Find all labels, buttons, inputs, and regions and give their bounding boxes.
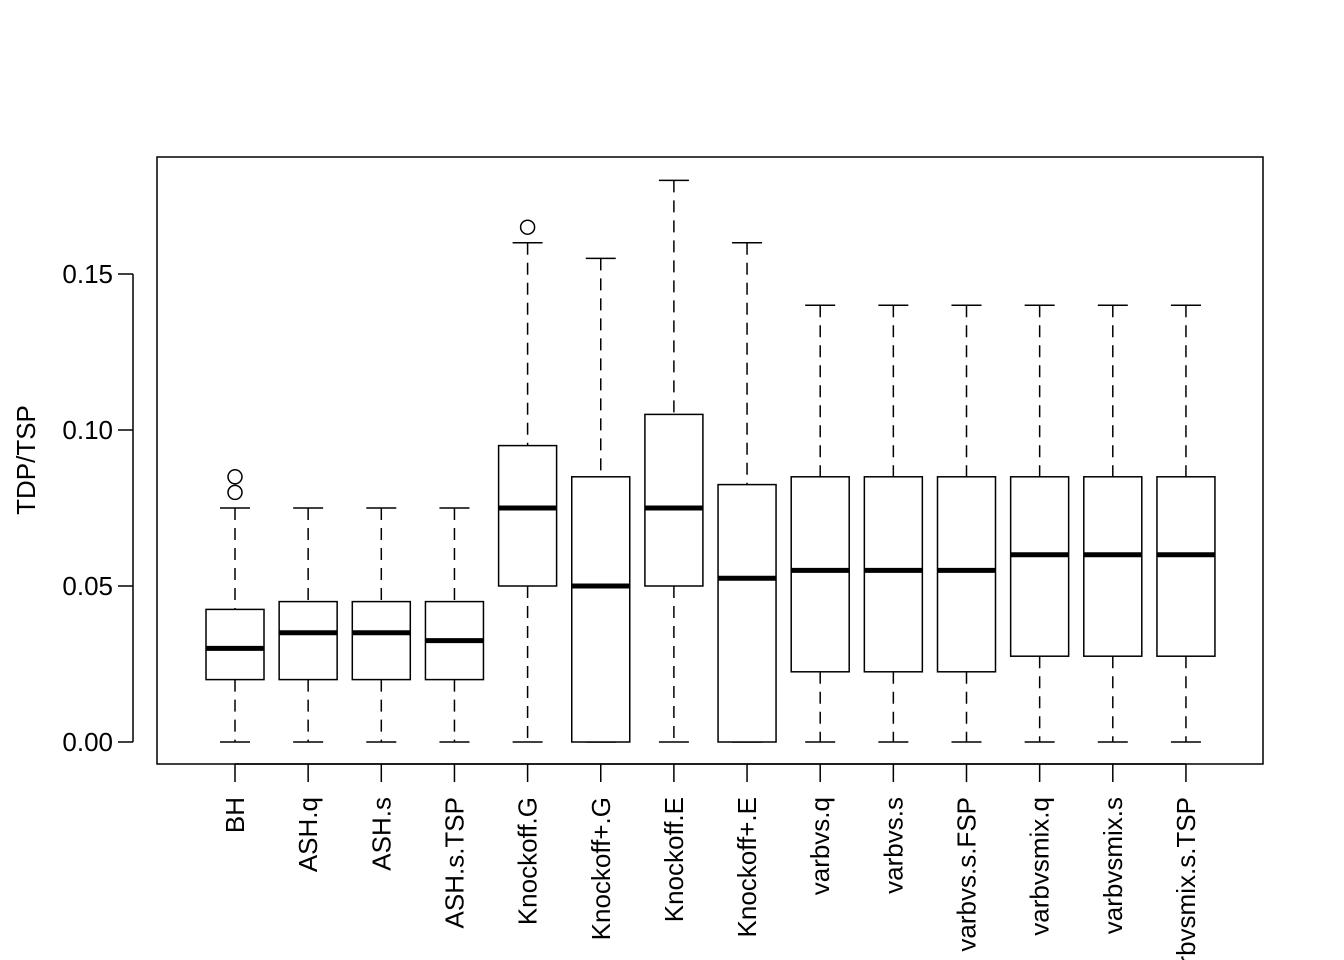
box-Knockoff+.G — [571, 257, 631, 743]
x-tick-label: Knockoff.E — [659, 797, 689, 922]
box-varbvsmix.s.TSP — [1156, 304, 1216, 743]
box-varbvsmix.q — [1009, 304, 1070, 743]
box-varbvsmix.s — [1083, 304, 1143, 743]
y-axis: 0.00 0.05 0.10 0.15 — [62, 259, 134, 757]
iqr-box — [571, 476, 631, 743]
iqr-box — [205, 608, 265, 681]
iqr-box — [717, 483, 777, 743]
box-varbvs.s.FSP — [936, 304, 997, 743]
iqr-box — [351, 600, 412, 681]
y-tick-label: 0.15 — [62, 259, 113, 289]
outlier-point — [227, 469, 243, 485]
iqr-box — [1009, 476, 1070, 657]
box-varbvs.q — [790, 304, 850, 743]
x-tick-label: ASH.q — [293, 797, 323, 872]
x-tick-label: Knockoff+.G — [586, 797, 616, 940]
x-tick-label: varbvsmix.s.TSP — [1171, 797, 1201, 960]
outlier-point — [227, 484, 243, 501]
box-BH — [205, 469, 265, 743]
iqr-box — [278, 600, 338, 681]
y-axis-label: TDP/TSP — [11, 405, 41, 515]
x-tick-label: varbvsmix.q — [1025, 797, 1055, 936]
box-Knockoff+.E — [717, 242, 777, 743]
iqr-box — [1156, 476, 1216, 657]
boxes — [205, 179, 1216, 743]
y-tick-label: 0.05 — [62, 571, 113, 601]
y-tick-label: 0.10 — [62, 415, 113, 445]
outlier-point — [519, 219, 536, 235]
x-tick-label: BH — [220, 797, 250, 833]
x-tick-label: varbvs.s — [878, 797, 908, 894]
x-tick-label: Knockoff.G — [513, 797, 543, 925]
x-tick-label: ASH.s — [366, 797, 396, 871]
box-ASH.q — [278, 507, 338, 743]
x-tick-label: Knockoff+.E — [732, 797, 762, 937]
box-Knockoff.G — [497, 219, 558, 743]
x-tick-label: varbvs.s.FSP — [952, 797, 982, 952]
x-tick-label: varbvs.q — [805, 797, 835, 895]
iqr-box — [936, 476, 997, 673]
iqr-box — [790, 476, 850, 673]
x-tick-label: varbvsmix.s — [1098, 797, 1128, 934]
iqr-box — [497, 444, 558, 587]
y-tick-label: 0.00 — [62, 727, 113, 757]
iqr-box — [644, 413, 704, 587]
x-axis: BH ASH.q ASH.s ASH.s.TSP Knockoff.G Knockoff+… — [220, 763, 1201, 960]
box-varbvs.s — [863, 304, 924, 743]
x-tick-label: ASH.s.TSP — [439, 797, 469, 928]
iqr-box — [1083, 476, 1143, 657]
box-Knockoff.E — [644, 179, 704, 743]
box-ASH.s — [351, 507, 412, 743]
iqr-box — [863, 476, 924, 673]
box-ASH.s.TSP — [424, 507, 485, 743]
